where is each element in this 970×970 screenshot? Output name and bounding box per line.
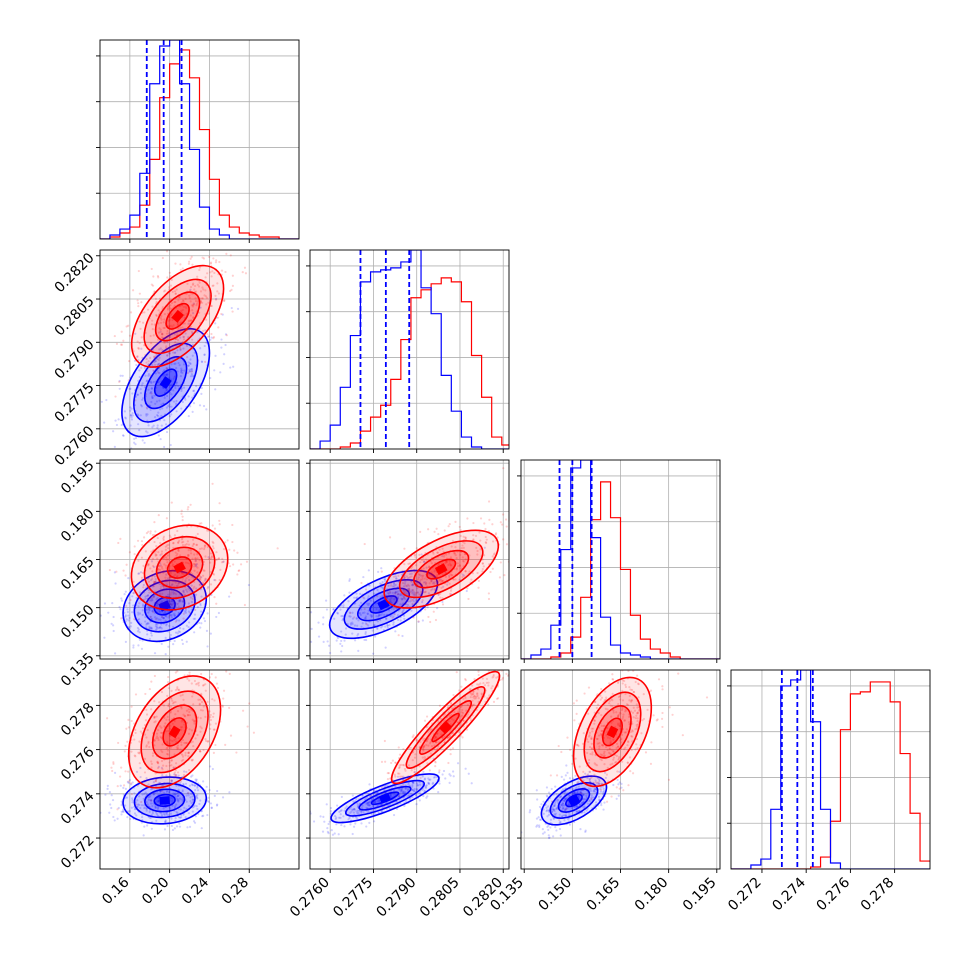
histogram-blue xyxy=(731,670,930,869)
density-peak xyxy=(434,563,448,576)
histogram-blue xyxy=(310,250,509,449)
density-peak xyxy=(168,725,181,739)
y-tick-label: 0.272 xyxy=(58,832,98,872)
contours-red xyxy=(390,670,501,785)
x-tick-label: 0.272 xyxy=(725,875,765,915)
contours-blue xyxy=(122,776,208,825)
y-tick-label: 0.2790 xyxy=(52,337,98,383)
histogram-red xyxy=(731,681,930,869)
y-tick-label: 0.274 xyxy=(58,788,98,828)
x-tick-label: 0.2805 xyxy=(417,875,463,921)
density-peak xyxy=(439,721,452,734)
panel-frame-3-3 xyxy=(730,669,931,870)
y-tick-label: 0.165 xyxy=(58,554,98,594)
panel-3-2 xyxy=(521,670,720,869)
y-tick-label: 0.135 xyxy=(58,650,98,690)
density-peak xyxy=(173,561,186,574)
histogram-red xyxy=(310,277,509,449)
x-tick-label: 0.16 xyxy=(99,874,132,907)
contours-blue xyxy=(328,569,439,640)
histogram-blue xyxy=(521,460,720,659)
x-tick-label: 0.150 xyxy=(536,875,576,915)
panel-2-0 xyxy=(100,460,299,659)
panel-0-0 xyxy=(100,40,299,239)
panel-3-1 xyxy=(310,670,509,869)
contours-blue xyxy=(540,775,608,826)
panel-2-1 xyxy=(310,460,509,659)
histogram-red xyxy=(100,49,299,239)
panel-3-3 xyxy=(731,670,930,869)
x-tick-label: 0.195 xyxy=(680,875,720,915)
panel-frame-1-1 xyxy=(309,249,510,450)
x-tick-label: 0.20 xyxy=(139,875,172,908)
y-tick-label: 0.278 xyxy=(58,700,98,740)
y-tick-label: 0.2820 xyxy=(52,250,98,296)
x-tick-label: 0.274 xyxy=(769,874,809,914)
contours-red xyxy=(127,675,222,789)
x-tick-label: 0.28 xyxy=(219,875,252,908)
panel-frame-3-0 xyxy=(99,669,300,870)
x-tick-label: 0.24 xyxy=(179,874,212,907)
density-peak xyxy=(567,794,581,807)
y-tick-label: 0.276 xyxy=(58,744,98,784)
x-tick-label: 0.2790 xyxy=(374,875,420,921)
panel-1-1 xyxy=(310,250,509,449)
density-peak xyxy=(159,376,172,390)
contours-red xyxy=(130,264,225,368)
density-peak xyxy=(159,796,170,805)
contours-red xyxy=(572,676,653,788)
density-peak xyxy=(378,792,392,804)
y-tick-label: 0.180 xyxy=(58,506,98,546)
panel-frame-3-1 xyxy=(309,669,510,870)
x-tick-label: 0.165 xyxy=(584,875,624,915)
histogram-blue xyxy=(100,40,299,239)
panel-1-0 xyxy=(100,250,299,449)
panel-frame-0-0 xyxy=(99,39,300,240)
x-tick-label: 0.180 xyxy=(632,875,672,915)
x-tick-label: 0.2775 xyxy=(330,875,376,921)
panel-2-2 xyxy=(521,460,720,659)
density-peak xyxy=(171,309,184,323)
y-tick-label: 0.2805 xyxy=(52,293,98,339)
density-peak xyxy=(606,725,619,739)
x-tick-label: 0.2760 xyxy=(287,875,333,921)
x-tick-label: 0.278 xyxy=(858,875,898,915)
contours-red xyxy=(383,529,500,609)
histogram-red xyxy=(521,481,720,659)
contours-red xyxy=(130,524,229,611)
panel-frame-1-0 xyxy=(99,249,300,450)
y-tick-label: 0.2775 xyxy=(52,380,98,426)
scatter-red xyxy=(106,670,255,811)
panel-3-0 xyxy=(100,670,299,869)
x-tick-label: 0.276 xyxy=(814,874,854,914)
contours-blue xyxy=(121,327,211,438)
contours-blue xyxy=(330,773,440,824)
y-tick-label: 0.150 xyxy=(58,602,98,642)
